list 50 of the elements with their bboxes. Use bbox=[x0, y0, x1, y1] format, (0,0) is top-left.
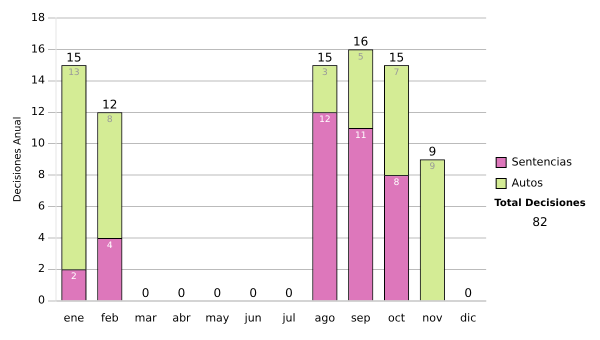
x-tick-label: sep bbox=[350, 311, 370, 324]
total-label: 15 bbox=[388, 50, 404, 64]
total-label: 0 bbox=[178, 286, 186, 300]
text: Total Decisiones bbox=[493, 198, 587, 209]
x-tick-label: ago bbox=[314, 311, 336, 324]
y-tick-label: 2 bbox=[38, 262, 45, 276]
y-tick-label: 4 bbox=[38, 230, 45, 244]
y-tick-label: 18 bbox=[30, 10, 45, 24]
total-label: 0 bbox=[464, 286, 472, 300]
data-label: 12 bbox=[319, 115, 331, 126]
data-label: 5 bbox=[358, 52, 364, 62]
legend-label: Autos bbox=[512, 176, 544, 190]
y-tick-label: 6 bbox=[38, 199, 45, 212]
y-tick-label: 8 bbox=[38, 168, 45, 181]
y-tick-label: 0 bbox=[38, 294, 45, 307]
x-tick-label: nov bbox=[422, 311, 443, 324]
x-tick-label: ene bbox=[64, 311, 84, 324]
x-tick-label: abr bbox=[172, 311, 192, 324]
total-label: 9 bbox=[428, 144, 436, 159]
data-label: 7 bbox=[394, 68, 400, 78]
total-label: 12 bbox=[102, 97, 118, 112]
legend-label: Sentencias bbox=[512, 155, 572, 168]
y-tick-label: 16 bbox=[30, 42, 45, 56]
data-label: 13 bbox=[68, 68, 80, 78]
x-tick-label: jul bbox=[281, 311, 296, 324]
x-tick-label: feb bbox=[100, 311, 119, 324]
y-axis-title: Decisiones Anual bbox=[12, 116, 24, 202]
total-label: 0 bbox=[285, 286, 293, 300]
data-label: 4 bbox=[106, 240, 113, 251]
data-label: 3 bbox=[322, 68, 328, 78]
data-label: 9 bbox=[430, 162, 436, 172]
y-tick-label: 12 bbox=[30, 105, 45, 118]
data-label: 8 bbox=[394, 178, 400, 188]
total-label: 0 bbox=[249, 286, 257, 300]
total-label: 16 bbox=[353, 34, 368, 49]
data-label: 11 bbox=[354, 130, 366, 141]
data-label: 8 bbox=[106, 115, 113, 126]
x-tick-label: oct bbox=[388, 311, 406, 324]
x-tick-label: may bbox=[205, 311, 230, 324]
x-tick-label: jun bbox=[244, 311, 262, 324]
y-tick-label: 14 bbox=[30, 74, 45, 87]
text: 82 bbox=[531, 215, 549, 229]
x-tick-label: mar bbox=[134, 311, 158, 324]
total-label: 0 bbox=[213, 286, 222, 300]
y-tick-label: 10 bbox=[30, 136, 45, 150]
total-label: 0 bbox=[142, 286, 150, 300]
total-label: 15 bbox=[317, 50, 332, 64]
x-tick-label: dic bbox=[460, 311, 476, 324]
data-label: 2 bbox=[71, 272, 77, 282]
total-label: 15 bbox=[66, 50, 82, 64]
